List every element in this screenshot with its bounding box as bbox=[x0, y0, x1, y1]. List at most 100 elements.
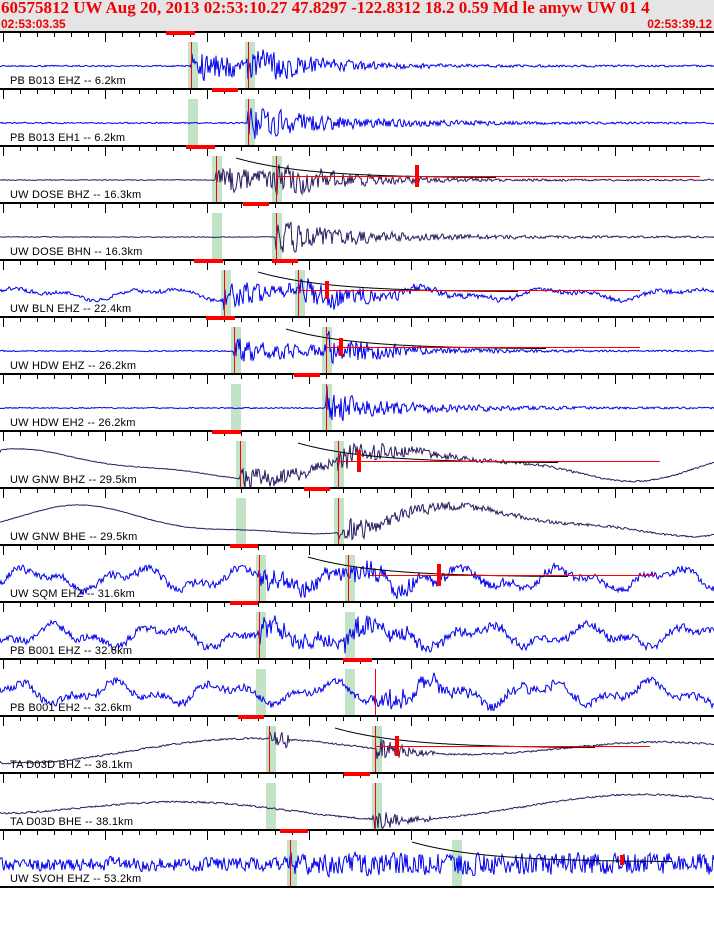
phase-pick-line[interactable] bbox=[375, 726, 376, 772]
waveform-plot[interactable] bbox=[0, 441, 714, 487]
phase-pick-line[interactable] bbox=[276, 156, 277, 202]
axis-tick bbox=[598, 660, 599, 664]
phase-pick-tag[interactable]: eP 2 bbox=[230, 544, 259, 548]
waveform-plot[interactable] bbox=[0, 270, 714, 316]
trace-panel[interactable]: iPd0 UW GNW BHZ -- 29.5km bbox=[0, 430, 714, 487]
phase-pick-tag[interactable]: iPd0 bbox=[206, 316, 236, 320]
waveform-plot[interactable] bbox=[0, 840, 714, 886]
trace-panel[interactable]: iP 1 TA D03D BHZ -- 38.1km bbox=[0, 715, 714, 772]
axis-tick bbox=[360, 33, 361, 37]
phase-pick-line[interactable] bbox=[338, 498, 339, 544]
waveform-plot[interactable] bbox=[0, 726, 714, 772]
waveform-plot[interactable] bbox=[0, 384, 714, 430]
trace-panel[interactable]: iPd1 UW DOSE BHZ -- 16.3km bbox=[0, 145, 714, 202]
phase-pick-tag[interactable]: iPc0 bbox=[194, 259, 223, 263]
phase-pick-tag[interactable]: iPd0 bbox=[212, 430, 242, 434]
waveform-plot[interactable] bbox=[0, 42, 714, 88]
amplitude-marker[interactable] bbox=[339, 338, 343, 356]
phase-pick-line[interactable] bbox=[224, 270, 225, 316]
axis-tick bbox=[666, 603, 667, 607]
waveform-trace bbox=[0, 560, 714, 600]
phase-pick-tag[interactable]: iS 1 bbox=[344, 772, 370, 776]
phase-pick-tag[interactable]: iS 1 bbox=[294, 373, 320, 377]
phase-pick-line[interactable] bbox=[290, 840, 291, 886]
waveform-plot[interactable] bbox=[0, 327, 714, 373]
phase-pick-line[interactable] bbox=[259, 612, 260, 658]
phase-pick-line[interactable] bbox=[375, 669, 376, 715]
amplitude-marker[interactable] bbox=[357, 450, 361, 472]
phase-pick-line[interactable] bbox=[216, 156, 217, 202]
amplitude-marker[interactable] bbox=[437, 564, 441, 586]
phase-pick-tag[interactable]: eS 2 bbox=[343, 658, 372, 662]
trace-panel[interactable]: iS 1 UW GNW BHE -- 29.5km bbox=[0, 487, 714, 544]
phase-pick-tag[interactable]: iS 1 bbox=[243, 202, 269, 206]
phase-pick-line[interactable] bbox=[338, 441, 339, 487]
axis-tick bbox=[564, 432, 565, 436]
axis-tick bbox=[241, 489, 242, 493]
axis-tick bbox=[88, 717, 89, 721]
trace-panel[interactable]: iS 1 TA D03D BHE -- 38.1km bbox=[0, 772, 714, 829]
channel-label: TA D03D BHZ -- 38.1km bbox=[10, 759, 133, 771]
phase-pick-tag[interactable]: iPd1 bbox=[186, 145, 216, 149]
amplitude-marker[interactable] bbox=[415, 165, 419, 187]
axis-tick bbox=[360, 147, 361, 151]
phase-pick-line[interactable] bbox=[326, 327, 327, 373]
trace-panel[interactable]: eP 2 UW SVOH EHZ -- 53.2km bbox=[0, 829, 714, 886]
waveform-plot[interactable] bbox=[0, 612, 714, 658]
phase-pick-line[interactable] bbox=[348, 555, 349, 601]
phase-pick-tag[interactable]: iP 1 bbox=[238, 715, 264, 719]
waveform-plot[interactable] bbox=[0, 783, 714, 829]
phase-pick-line[interactable] bbox=[326, 384, 327, 430]
phase-pick-line[interactable] bbox=[298, 270, 299, 316]
phase-pick-tag[interactable]: eP 2 bbox=[230, 601, 259, 605]
trace-panel[interactable]: eP 2 UW SQM EHZ -- 31.6km bbox=[0, 544, 714, 601]
axis-tick bbox=[360, 489, 361, 493]
phase-pick-line[interactable] bbox=[240, 441, 241, 487]
phase-pick-line[interactable] bbox=[375, 783, 376, 829]
trace-panel[interactable]: iS 1 UW DOSE BHN -- 16.3km bbox=[0, 202, 714, 259]
phase-pick-line[interactable] bbox=[269, 726, 270, 772]
waveform-plot[interactable] bbox=[0, 156, 714, 202]
axis-tick bbox=[105, 432, 106, 441]
axis-tick bbox=[309, 33, 310, 42]
phase-pick-tag[interactable]: iS 1 bbox=[304, 487, 330, 491]
amplitude-marker[interactable] bbox=[620, 855, 624, 865]
phase-pick-line[interactable] bbox=[259, 555, 260, 601]
amplitude-marker[interactable] bbox=[325, 281, 329, 299]
amplitude-marker[interactable] bbox=[395, 736, 399, 756]
trace-panel[interactable]: iPd0 UW HDW EHZ -- 26.2km bbox=[0, 316, 714, 373]
phase-pick-line[interactable] bbox=[248, 42, 249, 88]
phase-pick-tag[interactable]: iPc0 bbox=[166, 31, 195, 35]
trace-panel[interactable]: iS 1 UW HDW EH2 -- 26.2km bbox=[0, 373, 714, 430]
waveform-plot[interactable] bbox=[0, 669, 714, 715]
waveform-plot[interactable] bbox=[0, 498, 714, 544]
phase-pick-line[interactable] bbox=[248, 99, 249, 145]
axis-tick bbox=[377, 717, 378, 721]
coda-decay-curve bbox=[285, 328, 546, 349]
waveform-plot[interactable] bbox=[0, 555, 714, 601]
axis-tick bbox=[3, 603, 4, 612]
trace-panel[interactable]: eP 2 PB B001 EHZ -- 32.6km bbox=[0, 601, 714, 658]
trace-panel[interactable]: iPc0 PB B013 EHZ -- 6.2km bbox=[0, 31, 714, 88]
time-axis bbox=[0, 145, 714, 156]
axis-tick bbox=[258, 261, 259, 265]
axis-tick bbox=[462, 318, 463, 322]
waveform-plot[interactable] bbox=[0, 213, 714, 259]
trace-panel[interactable]: iS 1 PB B013 EH1 -- 6.2km bbox=[0, 88, 714, 145]
phase-pick-line[interactable] bbox=[276, 213, 277, 259]
phase-window-band bbox=[322, 327, 332, 373]
time-axis bbox=[0, 316, 714, 327]
waveform-plot[interactable] bbox=[0, 99, 714, 145]
phase-pick-tag[interactable]: iS 1 bbox=[212, 88, 238, 92]
phase-pick-line[interactable] bbox=[234, 327, 235, 373]
trace-panel[interactable]: iPc0 iS 1 UW BLN EHZ -- 22.4km bbox=[0, 259, 714, 316]
axis-tick bbox=[37, 603, 38, 607]
phase-pick-tag[interactable]: eP 2 bbox=[280, 829, 309, 833]
axis-tick bbox=[20, 432, 21, 436]
axis-tick bbox=[530, 147, 531, 151]
axis-tick bbox=[20, 660, 21, 664]
trace-panel[interactable]: eS 2 PB B001 EH2 -- 32.6km bbox=[0, 658, 714, 715]
phase-pick-line[interactable] bbox=[191, 42, 192, 88]
axis-tick bbox=[547, 90, 548, 94]
phase-pick-tag[interactable]: iS 1 bbox=[272, 259, 298, 263]
